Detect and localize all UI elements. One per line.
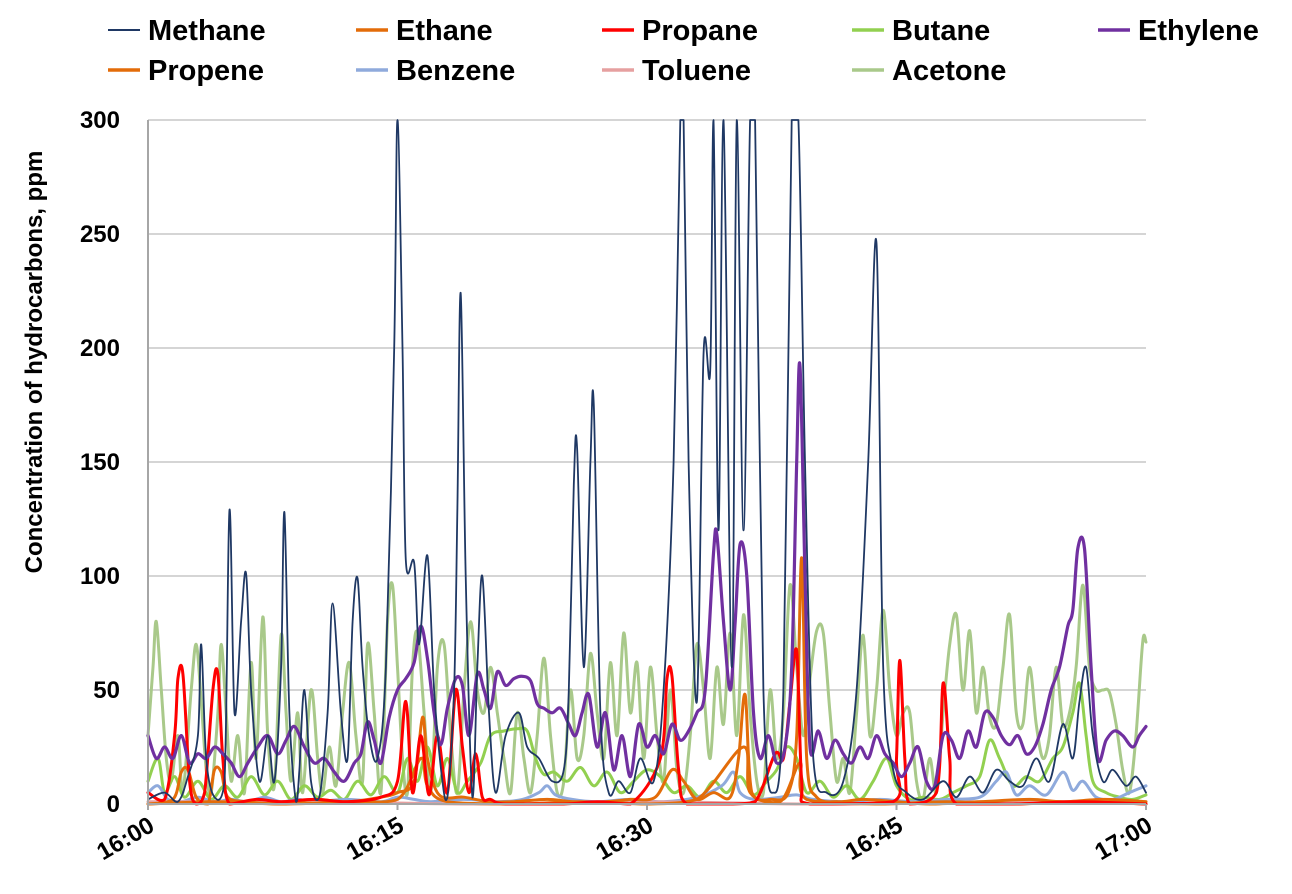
x-tick-label-16-30: 16:30 [591,812,658,866]
legend-label-propane: Propane [642,15,758,47]
legend: Methane Ethane Propane Butane Ethylene Propen… [108,15,1259,87]
legend-label-ethylene: Ethylene [1138,15,1259,47]
y-tick-label-100: 100 [80,563,120,590]
x-tick-label-17-00: 17:00 [1090,812,1157,866]
legend-label-benzene: Benzene [396,55,515,87]
legend-label-propene: Propene [148,55,264,87]
x-tick-label-16-15: 16:15 [342,812,409,866]
legend-label-acetone: Acetone [892,55,1006,87]
series-line-acetone [146,581,1148,802]
y-axis-label: Concentration of hydrocarbons, ppm [21,151,48,574]
y-tick-label-150: 150 [80,449,120,476]
y-tick-label-200: 200 [80,335,120,362]
legend-label-toluene: Toluene [642,55,751,87]
legend-label-methane: Methane [148,15,266,47]
y-tick-label-250: 250 [80,221,120,248]
gridlines [148,119,1146,691]
y-tick-label-300: 300 [80,107,120,134]
series-line-ethane [146,556,1148,806]
legend-label-butane: Butane [892,15,990,47]
y-tick-label-50: 50 [93,677,120,704]
legend-label-ethane: Ethane [396,15,493,47]
x-tick-label-16-45: 16:45 [841,812,908,866]
series-line-propane [146,647,1148,806]
y-tick-label-0: 0 [107,791,120,818]
series-line-butane [146,681,1148,802]
x-tick-label-16-00: 16:00 [92,812,159,866]
series-lines [146,119,1148,806]
series-line-ethylene [146,361,1148,791]
series-line-methane [147,119,1147,803]
